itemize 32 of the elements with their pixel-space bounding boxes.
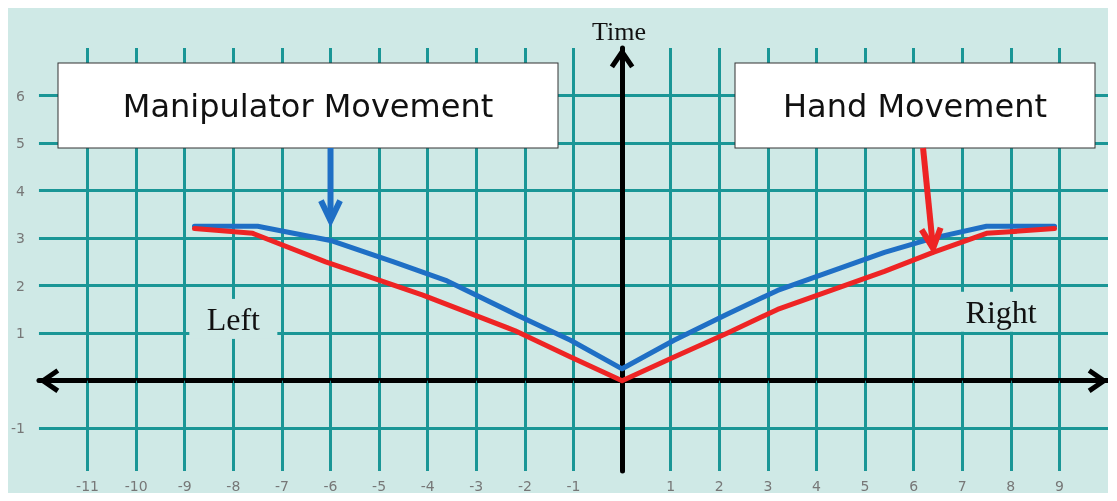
x-tick-label: -8	[226, 478, 241, 494]
x-tick-label: -11	[76, 478, 99, 494]
x-tick-label: -6	[323, 478, 338, 494]
y-tick-label: 5	[16, 135, 25, 152]
annotation: Right	[965, 293, 1037, 330]
x-tick-label: 9	[1054, 478, 1064, 494]
x-tick-label: 1	[666, 478, 676, 494]
y-axis-title: Time	[592, 16, 647, 46]
y-tick-label: 6	[16, 87, 26, 104]
x-tick-label: -9	[177, 478, 192, 494]
x-tick-label: -2	[517, 478, 532, 494]
y-tick-label: 2	[16, 277, 25, 294]
text: Hand Movement	[783, 86, 1047, 125]
x-tick-label: 6	[909, 478, 919, 494]
x-tick-label: 5	[860, 478, 870, 494]
y-tick-label: 3	[16, 230, 25, 247]
y-tick-label: 1	[16, 325, 25, 342]
x-tick-label: 4	[811, 478, 821, 494]
annotation: Left	[206, 300, 261, 337]
x-tick-label: -4	[420, 478, 435, 494]
x-tick-label: 3	[763, 478, 773, 494]
x-tick-label: -10	[124, 478, 148, 494]
x-tick-label: -5	[372, 478, 387, 494]
y-tick-label: -1	[10, 420, 25, 437]
y-tick-label: 4	[16, 182, 26, 199]
x-tick-label: -7	[274, 478, 289, 494]
x-tick-label: 2	[714, 478, 724, 494]
x-tick-label: 8	[1006, 478, 1016, 494]
x-tick-label: -3	[469, 478, 484, 494]
x-tick-label: 7	[957, 478, 967, 494]
x-tick-label: -1	[566, 478, 581, 494]
text: Manipulator Movement	[122, 86, 494, 125]
